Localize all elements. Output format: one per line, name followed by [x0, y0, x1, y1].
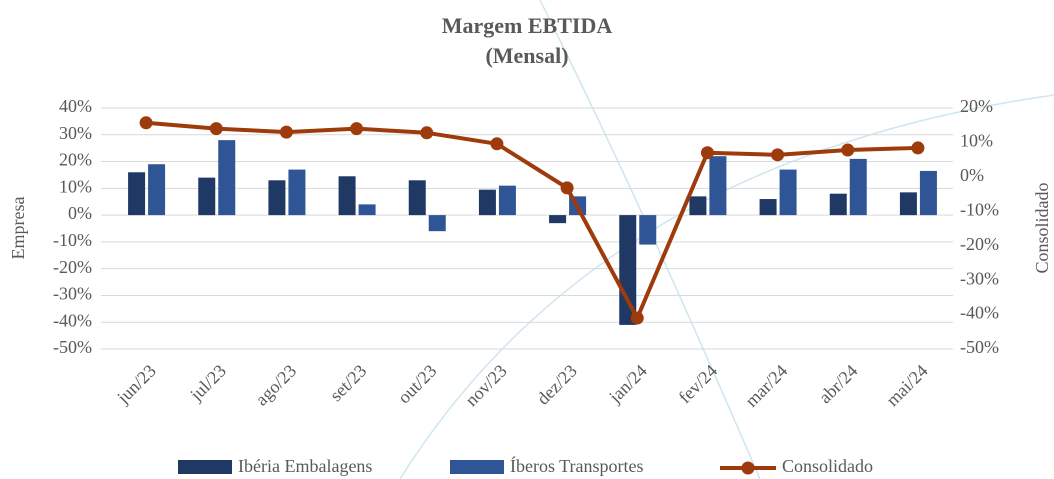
y2-tick-label: 0% [960, 165, 984, 185]
y-tick-label: -40% [53, 310, 92, 330]
line-point [279, 125, 293, 139]
legend-swatch [741, 461, 755, 475]
y-tick-label: 20% [59, 150, 92, 170]
bar [919, 170, 937, 216]
line-point [771, 148, 785, 162]
line-point [209, 122, 223, 136]
y-tick-label: -30% [53, 284, 92, 304]
line-point [490, 137, 504, 151]
bar [408, 180, 426, 216]
y2-tick-label: -30% [960, 268, 999, 288]
bar [759, 199, 777, 216]
bar [428, 215, 446, 232]
y2-axis-title: Consolidado [1032, 182, 1052, 273]
x-tick-label: jun/23 [112, 361, 159, 408]
y-tick-label: 40% [59, 96, 92, 116]
x-tick-label: set/23 [326, 361, 371, 406]
legend-label: Ibéria Embalagens [238, 456, 372, 476]
decor-curve [399, 94, 1054, 479]
bar [358, 204, 376, 216]
line-point [350, 122, 364, 136]
y2-tick-label: 10% [960, 131, 993, 151]
line-point [560, 181, 574, 195]
line-point [139, 116, 153, 130]
x-tick-label: jul/23 [185, 361, 230, 406]
line [145, 120, 918, 321]
legend-label: Íberos Transportes [510, 455, 644, 476]
line-point [700, 146, 714, 160]
bar [619, 215, 637, 325]
bar [689, 196, 707, 216]
bar [709, 156, 727, 216]
y2-tick-label: -20% [960, 234, 999, 254]
x-tick-label: abr/24 [815, 361, 862, 408]
bar [779, 169, 797, 216]
bar [498, 185, 516, 216]
y-tick-label: -20% [53, 257, 92, 277]
y-axis-title: Empresa [8, 197, 28, 260]
line-point [420, 126, 434, 140]
y2-tick-label: -10% [960, 199, 999, 219]
legend-swatch [450, 460, 504, 474]
x-tick-label: dez/23 [533, 361, 581, 409]
line-point [630, 311, 644, 325]
bar [849, 158, 867, 216]
x-tick-label: mai/24 [882, 361, 931, 410]
y-tick-label: -10% [53, 230, 92, 250]
bar [288, 169, 306, 216]
bar [478, 189, 496, 216]
y2-tick-label: 20% [960, 96, 993, 116]
x-tick-label: jan/24 [604, 361, 651, 408]
y-tick-label: 10% [59, 176, 92, 196]
bar [218, 140, 236, 216]
bar [268, 180, 286, 216]
chart-subtitle: (Mensal) [485, 43, 568, 68]
x-tick-label: out/23 [394, 361, 441, 408]
legend-label: Consolidado [782, 456, 873, 476]
y-tick-label: 0% [68, 203, 92, 223]
bar [148, 164, 166, 216]
x-tick-label: ago/23 [251, 361, 300, 410]
bar [639, 215, 657, 245]
line-point [911, 141, 925, 155]
y-tick-label: -50% [53, 337, 92, 357]
bar [549, 215, 567, 224]
legend-swatch [178, 460, 232, 474]
bar [829, 193, 847, 216]
line-point [841, 143, 855, 157]
y2-tick-label: -50% [960, 337, 999, 357]
x-tick-label: fev/24 [675, 361, 722, 408]
bar [128, 172, 146, 216]
y-tick-label: 30% [59, 123, 92, 143]
bar [198, 177, 216, 216]
y2-tick-label: -40% [960, 303, 999, 323]
x-tick-label: mar/24 [741, 361, 791, 411]
chart-title: Margem EBTIDA [442, 13, 613, 38]
bar [338, 176, 356, 216]
bar [899, 192, 917, 216]
